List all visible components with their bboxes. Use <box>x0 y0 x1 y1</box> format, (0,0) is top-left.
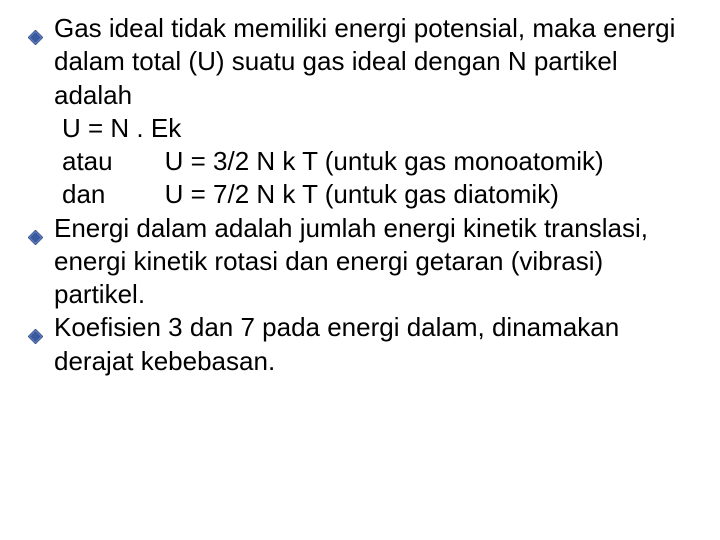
slide: Gas ideal tidak memiliki energi potensia… <box>0 0 720 540</box>
diamond-bullet-icon <box>28 220 43 235</box>
bullet-subtext: dan U = 7/2 N k T (untuk gas diatomik) <box>54 178 692 211</box>
diamond-bullet-icon <box>28 20 43 35</box>
bullet-subtext: atau U = 3/2 N k T (untuk gas monoatomik… <box>54 145 692 178</box>
bullet-text: Koefisien 3 dan 7 pada energi dalam, din… <box>54 312 619 375</box>
list-item: Gas ideal tidak memiliki energi potensia… <box>28 12 692 212</box>
diamond-bullet-icon <box>28 319 43 334</box>
list-item: Energi dalam adalah jumlah energi kineti… <box>28 212 692 312</box>
bullet-text: Energi dalam adalah jumlah energi kineti… <box>54 213 648 310</box>
bullet-subtext: U = N . Ek <box>54 112 692 145</box>
bullet-text: Gas ideal tidak memiliki energi potensia… <box>54 13 675 110</box>
list-item: Koefisien 3 dan 7 pada energi dalam, din… <box>28 311 692 378</box>
bullet-list: Gas ideal tidak memiliki energi potensia… <box>28 12 692 378</box>
